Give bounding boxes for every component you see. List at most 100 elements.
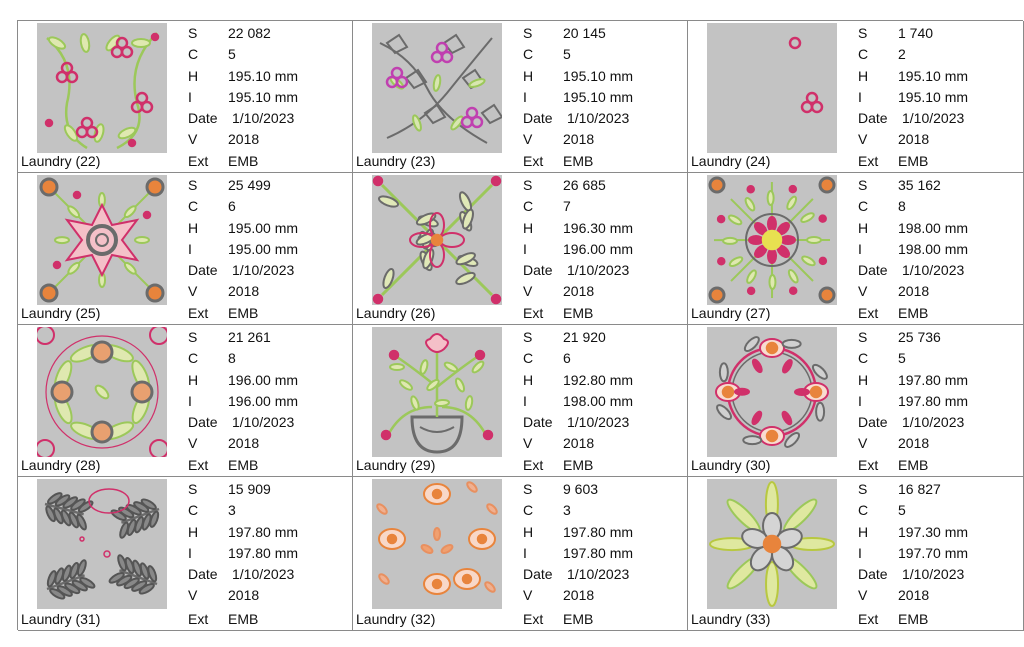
- design-title: Laundry (22): [21, 153, 101, 169]
- property-height: H 198.00 mm: [858, 218, 968, 239]
- floral-outline-icon: [372, 23, 502, 153]
- property-label: Date: [523, 110, 553, 127]
- property-version: V 2018: [858, 433, 968, 454]
- property-version: V 2018: [188, 433, 298, 454]
- property-value: 197.80 mm: [228, 544, 299, 561]
- property-stitches: S 15 909: [188, 479, 298, 500]
- property-ext: Ext EMB: [188, 611, 258, 627]
- property-value: 195.10 mm: [563, 67, 634, 84]
- property-version: V 2018: [523, 433, 633, 454]
- design-title: Laundry (29): [356, 457, 436, 473]
- property-label: C: [523, 502, 534, 519]
- property-date: Date 1/10/2023: [858, 260, 968, 281]
- property-label: V: [858, 283, 868, 300]
- design-properties: S 25 499 C 6 H 195.00 mm I 195.00 mm Date 1/10/20…: [188, 175, 298, 303]
- design-title: Laundry (26): [356, 305, 436, 321]
- medallion-icon: [707, 175, 837, 305]
- property-label: Ext: [188, 611, 209, 627]
- design-name: Laundry (32): [356, 611, 435, 627]
- property-label: Ext: [188, 153, 209, 169]
- design-name: Laundry (22): [21, 153, 100, 169]
- property-label: S: [523, 25, 533, 41]
- property-version: V 2018: [188, 281, 298, 302]
- design-properties: S 21 920 C 6 H 192.80 mm I 198.00 mm Date 1/10/20…: [523, 327, 633, 455]
- property-value: 5: [898, 350, 906, 367]
- property-label: Ext: [858, 305, 879, 321]
- property-value: 6: [563, 350, 571, 367]
- design-card: S 25 499 C 6 H 195.00 mm I 195.00 mm Date 1/10/20…: [18, 173, 353, 325]
- property-stitches: S 21 920: [523, 327, 633, 348]
- design-card: S 35 162 C 8 H 198.00 mm I 198.00 mm Date 1/10/20…: [688, 173, 1024, 325]
- design-name: Laundry (33): [691, 611, 770, 627]
- property-label: S: [858, 481, 868, 497]
- property-label: I: [188, 88, 192, 105]
- property-height: H 196.00 mm: [188, 370, 298, 391]
- property-label: I: [858, 392, 862, 409]
- design-properties: S 25 736 C 5 H 197.80 mm I 197.80 mm Date 1/10/20…: [858, 327, 968, 455]
- property-value: EMB: [563, 611, 594, 627]
- property-width: I 197.70 mm: [858, 543, 968, 564]
- property-label: H: [858, 219, 869, 236]
- property-height: H 197.80 mm: [858, 370, 968, 391]
- leaf-cross-icon: [372, 175, 502, 305]
- property-label: V: [523, 587, 533, 604]
- property-value: 7: [563, 198, 571, 215]
- design-title: Laundry (24): [691, 153, 771, 169]
- property-label: S: [523, 177, 533, 193]
- property-value: EMB: [563, 305, 594, 321]
- property-label: Date: [858, 110, 888, 127]
- property-label: H: [188, 371, 199, 388]
- property-value: EMB: [898, 611, 929, 627]
- property-date: Date 1/10/2023: [523, 564, 633, 585]
- property-stitches: S 25 499: [188, 175, 298, 196]
- property-height: H 197.30 mm: [858, 522, 968, 543]
- property-ext: Ext EMB: [858, 305, 928, 321]
- property-height: H 192.80 mm: [523, 370, 633, 391]
- design-name: Laundry (25): [21, 305, 100, 321]
- property-label: Ext: [188, 457, 209, 473]
- property-stitches: S 25 736: [858, 327, 968, 348]
- design-title: Laundry (25): [21, 305, 101, 321]
- property-label: S: [188, 481, 198, 497]
- property-value: 35 162: [898, 177, 941, 193]
- property-ext: Ext EMB: [188, 457, 258, 473]
- property-label: H: [523, 219, 534, 236]
- design-title: Laundry (28): [21, 457, 101, 473]
- property-value: 1/10/2023: [232, 414, 295, 431]
- design-properties: S 26 685 C 7 H 196.30 mm I 196.00 mm Date 1/10/20…: [523, 175, 633, 303]
- property-label: S: [523, 329, 533, 345]
- property-value: 25 499: [228, 177, 271, 193]
- property-date: Date 1/10/2023: [188, 260, 298, 281]
- property-label: H: [858, 67, 869, 84]
- property-version: V 2018: [523, 129, 633, 150]
- fern-corners-icon: [37, 479, 167, 609]
- design-properties: S 22 082 C 5 H 195.10 mm I 195.10 mm Date 1/10/20…: [188, 23, 298, 151]
- property-value: 195.10 mm: [228, 67, 299, 84]
- property-value: 3: [228, 502, 236, 519]
- property-value: EMB: [898, 305, 929, 321]
- property-label: C: [523, 350, 534, 367]
- orange-dots-icon: [372, 479, 502, 609]
- property-label: S: [188, 329, 198, 345]
- property-label: S: [188, 25, 198, 41]
- property-value: 2018: [563, 131, 595, 148]
- property-value: 197.30 mm: [898, 523, 969, 540]
- property-label: V: [188, 131, 198, 148]
- property-label: C: [858, 198, 869, 215]
- property-value: 195.00 mm: [228, 240, 299, 257]
- property-value: 9 603: [563, 481, 599, 497]
- property-width: I 195.10 mm: [188, 87, 298, 108]
- property-value: 2: [898, 46, 906, 63]
- property-label: Ext: [523, 153, 544, 169]
- berries-icon: [707, 23, 837, 153]
- property-date: Date 1/10/2023: [523, 260, 633, 281]
- property-label: C: [523, 46, 534, 63]
- property-stitches: S 9 603: [523, 479, 633, 500]
- property-value: 16 827: [898, 481, 941, 497]
- property-ext: Ext EMB: [523, 153, 593, 169]
- property-label: S: [858, 177, 868, 193]
